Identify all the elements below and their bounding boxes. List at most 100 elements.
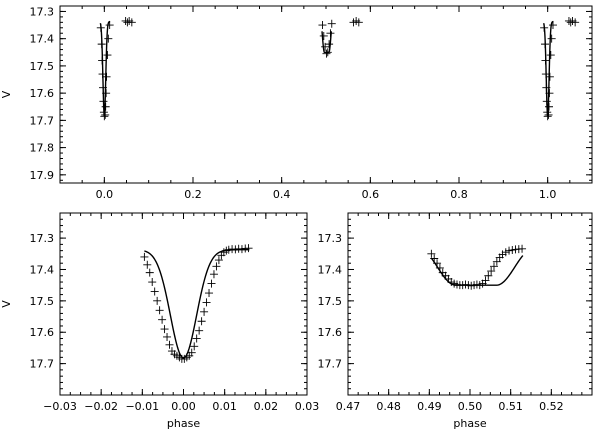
x-tick-label: 0.49 [417,400,442,413]
data-point [127,18,136,27]
y-tick-label: 17.7 [318,358,343,371]
y-tick-label: 17.7 [30,358,55,371]
y-tick-label: 17.3 [318,232,343,245]
data-point [214,256,223,265]
plot-frame [347,212,593,396]
x-tick-label: −0.02 [84,400,118,413]
data-point [542,83,551,92]
y-tick-label: 17.3 [30,232,55,245]
data-point [540,23,549,32]
x-tick-label: 0.50 [458,400,483,413]
x-tick-label: 0.6 [362,188,380,201]
data-point [140,252,149,261]
x-tick-label: −0.01 [125,400,159,413]
data-point [544,102,553,111]
data-point [101,110,110,119]
data-point [546,51,555,60]
x-tick-label: 0.2 [184,188,202,201]
data-point [153,296,162,305]
y-tick-label: 17.6 [30,326,55,339]
y-tick-label: 17.4 [318,263,343,276]
y-tick-label: 17.6 [318,326,343,339]
data-point [103,51,112,60]
data-point [187,348,196,357]
data-point [487,267,496,276]
data-point [508,246,517,255]
data-point [148,278,157,287]
data-point [323,48,332,57]
data-point [190,342,199,351]
data-point [484,271,493,280]
y-tick-label: 17.9 [30,169,55,182]
data-point [492,257,501,266]
x-tick-label: 0.0 [96,188,114,201]
data-point [101,102,110,111]
data-point [165,340,174,349]
x-axis-label: phase [167,417,200,430]
plot-frame [59,5,593,184]
data-point [97,40,106,49]
secondary-eclipse-panel: 0.47 0.48 0.49 0.50 0.51 0.52 17.3 17.4 17.5 17.6… [318,212,593,430]
data-point [433,259,442,268]
data-point [212,262,221,271]
data-point [541,56,550,65]
data-point [205,289,214,298]
data-point [430,254,439,263]
data-point [192,334,201,343]
data-point [326,29,335,38]
data-point [197,317,206,326]
data-point [481,276,490,285]
x-tick-label: −0.03 [43,400,77,413]
data-point [318,21,327,30]
plot-frame [59,212,308,396]
data-point [104,34,113,43]
y-tick-label: 17.6 [30,87,55,100]
primary-eclipse-panel: −0.03 −0.02 −0.01 0.00 0.01 0.02 0.03 17.3 17.4 1… [0,212,319,430]
data-point [102,89,111,98]
data-point [571,18,580,27]
data-point [322,49,331,58]
data-point [158,315,167,324]
x-tick-label: 0.00 [171,400,196,413]
data-point [195,326,204,335]
data-point [99,83,108,92]
x-tick-label: 0.47 [336,400,361,413]
data-point [548,21,557,30]
data-point [542,97,551,106]
data-point [319,31,328,40]
y-tick-label: 17.8 [30,142,55,155]
y-tick-label: 17.5 [30,295,55,308]
full-phase-panel: 0.0 0.2 0.4 0.6 0.8 1.0 17.3 17.4 17.5 17.6 17.7 17… [0,5,593,201]
y-tick-label: 17.7 [30,114,55,127]
x-tick-label: 0.8 [450,188,468,201]
data-point [498,250,507,259]
data-point [102,72,111,81]
data-point [237,245,246,254]
data-point [543,112,552,121]
data-point [150,287,159,296]
x-tick-label: 0.01 [212,400,237,413]
data-point [244,244,253,253]
data-point [545,89,554,98]
y-tick-label: 17.5 [318,295,343,308]
data-point [163,332,172,341]
data-point [160,325,169,334]
data-point [145,268,154,277]
y-tick-label: 17.5 [30,60,55,73]
data-point [427,249,436,258]
y-tick-label: 17.3 [30,5,55,18]
y-axis-label: V [0,300,13,308]
x-tick-label: 0.4 [273,188,291,201]
data-point [547,34,556,43]
x-tick-label: 0.48 [376,400,401,413]
data-point [327,19,336,28]
data-point [435,263,444,272]
data-point [100,112,109,121]
data-point [200,307,209,316]
y-tick-label: 17.4 [30,263,55,276]
data-point [99,97,108,106]
data-point [202,298,211,307]
data-point [207,279,216,288]
x-tick-label: 1.0 [539,188,557,201]
